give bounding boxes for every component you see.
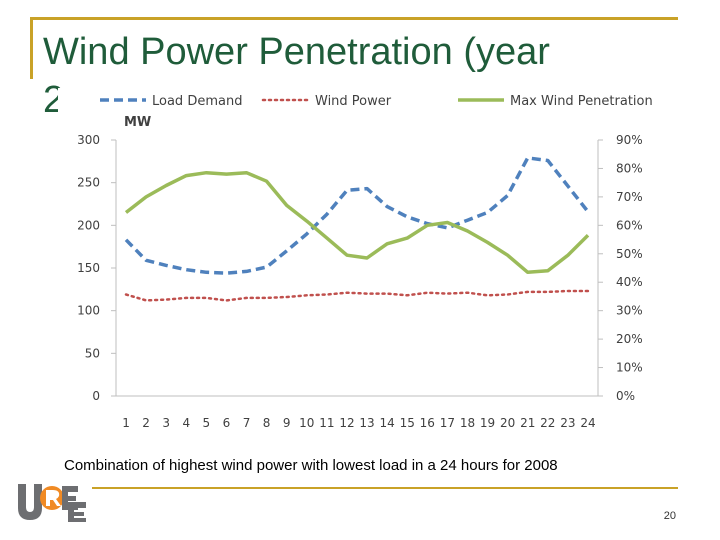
series-line-max-wind-penetration [124, 170, 590, 275]
x-tick-label: 12 [339, 416, 354, 430]
y2-tick-label: 90% [616, 133, 643, 147]
y-tick-label: 50 [85, 346, 100, 360]
line-chart: 0 50 100 150 200 250 300 0% 10% 20% 30% 40% 50% 60% 70… [77, 94, 653, 430]
y2-tick-label: 10% [616, 361, 643, 375]
x-tick-label: 22 [540, 416, 555, 430]
y-tick-label: 100 [77, 304, 100, 318]
page-number: 20 [663, 510, 676, 522]
x-tick-label: 9 [283, 416, 291, 430]
x-tick-label: 6 [223, 416, 231, 430]
x-tick-label: 23 [560, 416, 575, 430]
y-tick-label: 200 [77, 218, 100, 232]
y-axis-label: MW [124, 115, 151, 130]
series-line-wind-power [124, 289, 590, 302]
y-tick-label: 0 [92, 389, 100, 403]
footer-rule [92, 487, 678, 489]
y-tick-label: 150 [77, 261, 100, 275]
x-tick-label: 15 [400, 416, 415, 430]
series-line-load-demand [124, 156, 590, 275]
y-tick-label: 250 [77, 176, 100, 190]
x-tick-label: 24 [580, 416, 595, 430]
chart-container: 0 50 100 150 200 250 300 0% 10% 20% 30% 40% 50% 60% 70… [58, 88, 658, 438]
legend-entry: Wind Power [315, 94, 392, 109]
x-tick-label: 4 [182, 416, 190, 430]
y2-tick-label: 70% [616, 190, 643, 204]
slide-title: Wind Power Penetration (year [43, 31, 550, 73]
chart-caption: Combination of highest wind power with l… [64, 457, 558, 474]
x-tick-label: 10 [299, 416, 314, 430]
x-tick-label: 14 [379, 416, 394, 430]
y2-tick-label: 0% [616, 389, 635, 403]
x-tick-label: 16 [420, 416, 435, 430]
x-tick-label: 1 [122, 416, 130, 430]
legend-entry: Max Wind Penetration [510, 94, 653, 109]
x-tick-label: 20 [500, 416, 515, 430]
y2-tick-label: 60% [616, 218, 643, 232]
legend-entry: Load Demand [152, 94, 242, 109]
x-tick-label: 19 [480, 416, 495, 430]
x-tick-label: 11 [319, 416, 334, 430]
x-tick-label: 17 [440, 416, 455, 430]
x-tick-label: 7 [243, 416, 251, 430]
x-tick-label: 3 [162, 416, 170, 430]
x-tick-label: 5 [203, 416, 211, 430]
y2-tick-label: 40% [616, 275, 643, 289]
title-frame-left-rule [30, 17, 33, 79]
y2-tick-label: 20% [616, 332, 643, 346]
x-tick-label: 13 [359, 416, 374, 430]
y-tick-label: 300 [77, 133, 100, 147]
y2-tick-label: 80% [616, 161, 643, 175]
uree-logo [18, 484, 86, 522]
x-tick-label: 8 [263, 416, 271, 430]
y2-tick-label: 30% [616, 304, 643, 318]
x-tick-label: 21 [520, 416, 535, 430]
y2-tick-label: 50% [616, 247, 643, 261]
x-tick-label: 18 [460, 416, 475, 430]
title-frame-top-rule [30, 17, 678, 20]
x-tick-label: 2 [142, 416, 150, 430]
